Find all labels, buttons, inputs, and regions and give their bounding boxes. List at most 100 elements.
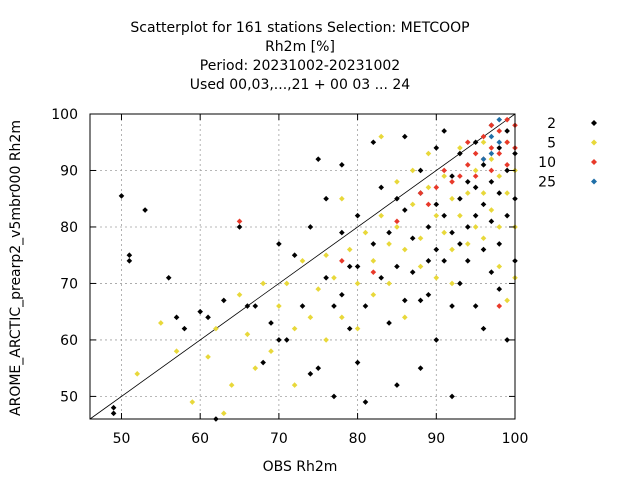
- data-point: [464, 178, 471, 185]
- data-point: [504, 139, 510, 146]
- data-point: [417, 297, 424, 304]
- data-point: [457, 145, 463, 151]
- data-point: [158, 320, 164, 326]
- data-point: [370, 139, 377, 146]
- data-point: [433, 201, 440, 208]
- legend-label: 10: [538, 155, 556, 171]
- data-point: [386, 229, 392, 236]
- data-point: [433, 212, 440, 219]
- data-point: [472, 224, 479, 230]
- data-point: [354, 325, 361, 332]
- data-point: [339, 291, 345, 298]
- data-point: [315, 156, 322, 162]
- reference-line-group: [89, 113, 516, 420]
- data-point: [362, 229, 369, 236]
- data-point: [449, 280, 455, 287]
- data-point: [370, 258, 377, 264]
- data-point: [488, 207, 495, 213]
- data-point: [402, 314, 408, 321]
- data-point: [417, 365, 424, 371]
- data-point: [496, 116, 503, 123]
- data-point: [181, 325, 188, 332]
- data-point: [346, 325, 353, 332]
- data-point: [488, 122, 495, 129]
- data-point: [370, 241, 377, 247]
- data-point: [457, 212, 463, 219]
- data-point: [236, 224, 243, 230]
- y-tick-label: 50: [60, 389, 78, 405]
- data-point: [291, 252, 298, 259]
- data-point: [441, 173, 447, 179]
- data-point: [457, 280, 463, 287]
- data-point: [394, 224, 400, 230]
- data-point: [457, 241, 463, 247]
- data-point: [268, 348, 274, 355]
- data-point: [126, 252, 133, 259]
- data-point: [346, 263, 353, 270]
- data-point: [220, 297, 227, 304]
- data-point: [488, 156, 495, 162]
- data-point: [417, 190, 424, 196]
- data-point: [299, 258, 306, 264]
- data-point: [276, 241, 282, 247]
- x-tick-label: 90: [427, 431, 445, 447]
- data-point: [331, 303, 337, 309]
- data-point: [496, 286, 503, 292]
- data-point: [433, 337, 440, 343]
- data-point: [433, 246, 440, 253]
- data-point: [504, 190, 510, 196]
- data-point: [425, 150, 432, 157]
- data-point: [472, 303, 479, 309]
- chart-title-line: Period: 20231002-20231002: [200, 58, 400, 74]
- data-point: [417, 167, 424, 174]
- data-point: [354, 212, 361, 219]
- data-point: [504, 116, 510, 123]
- y-tick-label: 100: [51, 107, 78, 123]
- data-point: [323, 337, 329, 343]
- data-point: [480, 325, 487, 332]
- data-point: [189, 399, 196, 405]
- data-point: [409, 201, 416, 208]
- data-point: [496, 128, 503, 134]
- data-point: [244, 303, 251, 309]
- data-point: [496, 145, 503, 151]
- data-point: [480, 162, 487, 168]
- data-point: [488, 145, 495, 151]
- data-point: [496, 150, 503, 157]
- data-point: [165, 274, 172, 281]
- data-point: [409, 269, 416, 275]
- data-point: [394, 195, 400, 202]
- data-point: [394, 178, 400, 185]
- data-point: [244, 331, 251, 338]
- data-point: [488, 178, 495, 185]
- data-point: [488, 269, 495, 275]
- data-point: [464, 190, 471, 196]
- data-point: [457, 173, 463, 179]
- data-point: [236, 291, 243, 298]
- data-point: [496, 241, 503, 247]
- data-point: [433, 274, 440, 281]
- data-point: [134, 371, 141, 377]
- data-point: [276, 337, 282, 343]
- data-point: [504, 162, 510, 168]
- data-point: [291, 382, 298, 388]
- y-tick-label: 60: [60, 333, 78, 349]
- data-point: [409, 167, 416, 174]
- data-point: [252, 365, 259, 371]
- data-point: [307, 224, 314, 230]
- data-point: [472, 184, 479, 191]
- legend-label: 25: [538, 175, 556, 191]
- data-point: [449, 229, 455, 236]
- data-point: [268, 320, 274, 326]
- data-point: [394, 218, 400, 225]
- data-point: [480, 133, 487, 140]
- y-axis-ticks: 50 60 70 80 90 100: [51, 107, 515, 405]
- x-axis-label: OBS Rh2m: [263, 459, 338, 475]
- data-point: [496, 303, 503, 309]
- data-point: [441, 229, 447, 236]
- legend-label: 2: [547, 116, 556, 132]
- data-point: [488, 133, 495, 140]
- data-point: [339, 314, 345, 321]
- data-point: [339, 229, 345, 236]
- x-tick-label: 100: [502, 431, 529, 447]
